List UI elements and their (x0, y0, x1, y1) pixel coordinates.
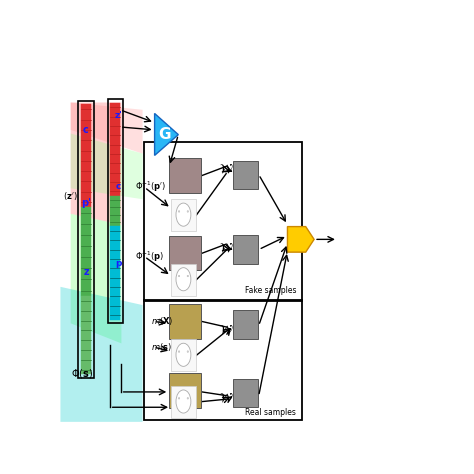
Polygon shape (71, 134, 143, 199)
Text: p': p' (81, 198, 91, 208)
Bar (233, 310, 258, 338)
Bar (145, 300, 302, 420)
Ellipse shape (176, 390, 191, 413)
Text: $\mathcal{W}$: $\mathcal{W}$ (219, 325, 233, 338)
Ellipse shape (187, 210, 189, 212)
Bar (171, 199, 196, 231)
Bar (78, 100, 94, 378)
Bar (169, 158, 201, 192)
Bar (233, 236, 258, 264)
Bar (171, 264, 196, 296)
Ellipse shape (176, 343, 191, 366)
Text: c: c (83, 125, 89, 135)
Polygon shape (71, 102, 121, 225)
Polygon shape (61, 287, 143, 422)
Text: Real samples: Real samples (245, 408, 296, 417)
Bar (81, 207, 91, 296)
Bar (169, 304, 201, 338)
Text: $\Phi(\mathbf{s})$: $\Phi(\mathbf{s})$ (72, 367, 93, 380)
Ellipse shape (176, 203, 191, 226)
Bar (109, 196, 120, 226)
Ellipse shape (178, 351, 180, 352)
Bar (109, 102, 120, 196)
Bar (81, 296, 91, 374)
Polygon shape (71, 214, 121, 343)
Text: z': z' (114, 111, 122, 120)
Ellipse shape (176, 268, 191, 291)
Bar (171, 386, 196, 418)
Polygon shape (71, 102, 143, 154)
Text: $\mathcal{W}$: $\mathcal{W}$ (219, 242, 233, 255)
Bar (169, 374, 201, 408)
Bar (145, 142, 302, 301)
Ellipse shape (178, 398, 180, 399)
Text: $\mathcal{W}$: $\mathcal{W}$ (219, 164, 233, 176)
Ellipse shape (187, 351, 189, 352)
Text: z: z (83, 267, 89, 277)
Text: Fake samples: Fake samples (245, 286, 296, 295)
Bar (81, 104, 91, 207)
Text: $\Phi^{-1}(\mathbf{p})$: $\Phi^{-1}(\mathbf{p})$ (135, 249, 164, 264)
Ellipse shape (187, 275, 189, 277)
Text: $\Phi^{-1}(\mathbf{p^{\prime}})$: $\Phi^{-1}(\mathbf{p^{\prime}})$ (135, 180, 166, 194)
Bar (171, 339, 196, 372)
Text: c: c (115, 182, 121, 191)
Text: $m(\mathbf{s})$: $m(\mathbf{s})$ (151, 341, 172, 353)
Text: p: p (115, 259, 121, 268)
Ellipse shape (187, 398, 189, 399)
Ellipse shape (178, 275, 180, 277)
Text: G: G (159, 127, 171, 142)
Ellipse shape (178, 210, 180, 212)
Bar (169, 236, 201, 270)
Bar (109, 226, 120, 319)
Polygon shape (155, 113, 178, 155)
Text: $m(\mathbf{X})$: $m(\mathbf{X})$ (151, 316, 173, 328)
Bar (233, 161, 258, 189)
Text: $(\mathbf{z}')$: $(\mathbf{z}')$ (64, 190, 78, 201)
Bar (233, 379, 258, 407)
Polygon shape (287, 227, 314, 252)
Bar (108, 99, 123, 323)
Text: $\mathcal{W}$: $\mathcal{W}$ (219, 392, 233, 405)
